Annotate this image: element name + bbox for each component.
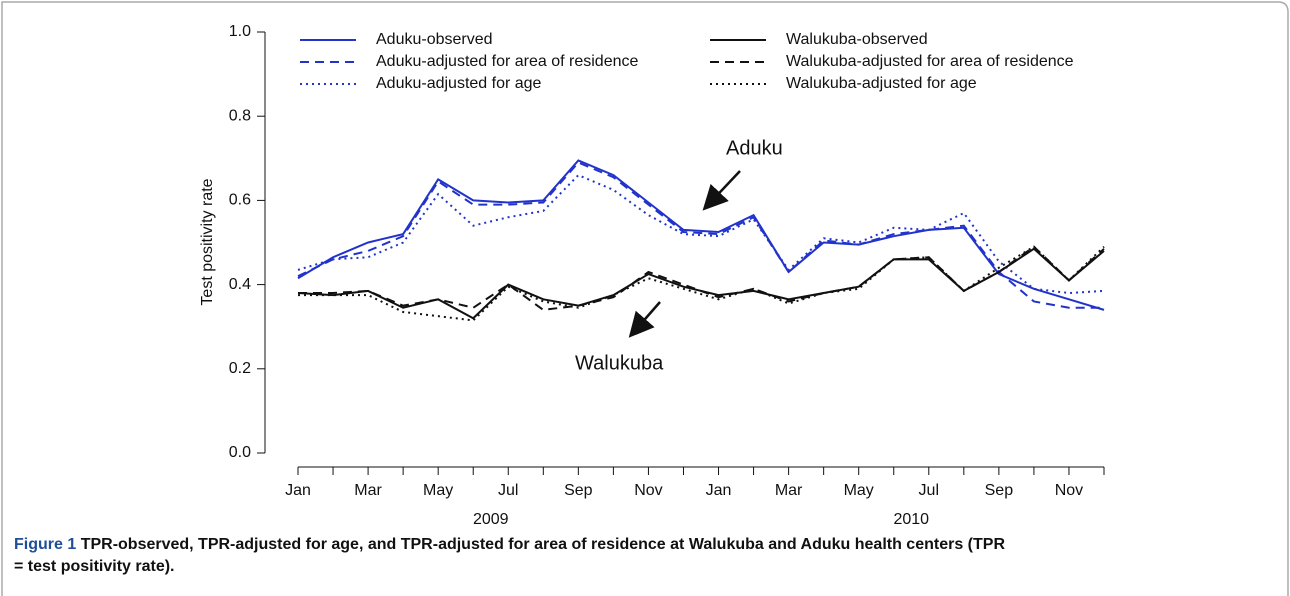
series-line [297,161,1104,309]
x-tick-label: Jul [498,482,518,499]
x-tick-label: Jan [706,482,732,499]
y-tick-label: 0.8 [229,107,251,124]
caption: Figure 1 TPR-observed, TPR-adjusted for … [14,534,1014,578]
x-tick-label: Mar [354,482,382,499]
y-axis-label: Test positivity rate [199,178,216,305]
x-tick-label: Mar [775,482,803,499]
legend-label: Aduku-adjusted for age [376,75,542,92]
series-line [297,247,1105,320]
x-tick-label: May [423,482,453,499]
x-group-label: 2010 [893,511,929,528]
annotation: Aduku [726,137,783,159]
x-tick-label: Jan [285,482,311,499]
legend-label: Walukuba-adjusted for area of residence [786,53,1074,70]
series-line [297,173,1105,295]
legend-label: Walukuba-adjusted for age [786,75,977,92]
series-line [297,159,1105,311]
y-tick-label: 0.2 [229,360,251,377]
annotation: Walukuba [575,352,664,374]
y-tick-label: 0.6 [229,192,251,209]
y-tick-label: 0.4 [229,276,251,293]
legend-label: Aduku-adjusted for area of residence [376,53,638,70]
arrow [702,170,741,211]
series-line [298,245,1105,322]
y-tick-label: 1.0 [229,23,251,40]
series-line [298,245,1105,311]
x-tick-label: Nov [1055,482,1083,499]
caption-label: Figure 1 [14,536,77,553]
x-tick-label: Jul [919,482,939,499]
legend-label: Aduku-observed [376,31,493,48]
caption-text: TPR-observed, TPR-adjusted for age, and … [14,536,1005,575]
y-tick-label: 0.0 [229,444,251,461]
x-group-label: 2009 [473,511,509,528]
x-tick-label: May [844,482,874,499]
x-tick-label: Sep [985,482,1014,499]
x-tick-label: Nov [634,482,662,499]
legend-label: Walukuba-observed [786,31,928,48]
arrow [628,301,661,338]
x-tick-label: Sep [564,482,593,499]
